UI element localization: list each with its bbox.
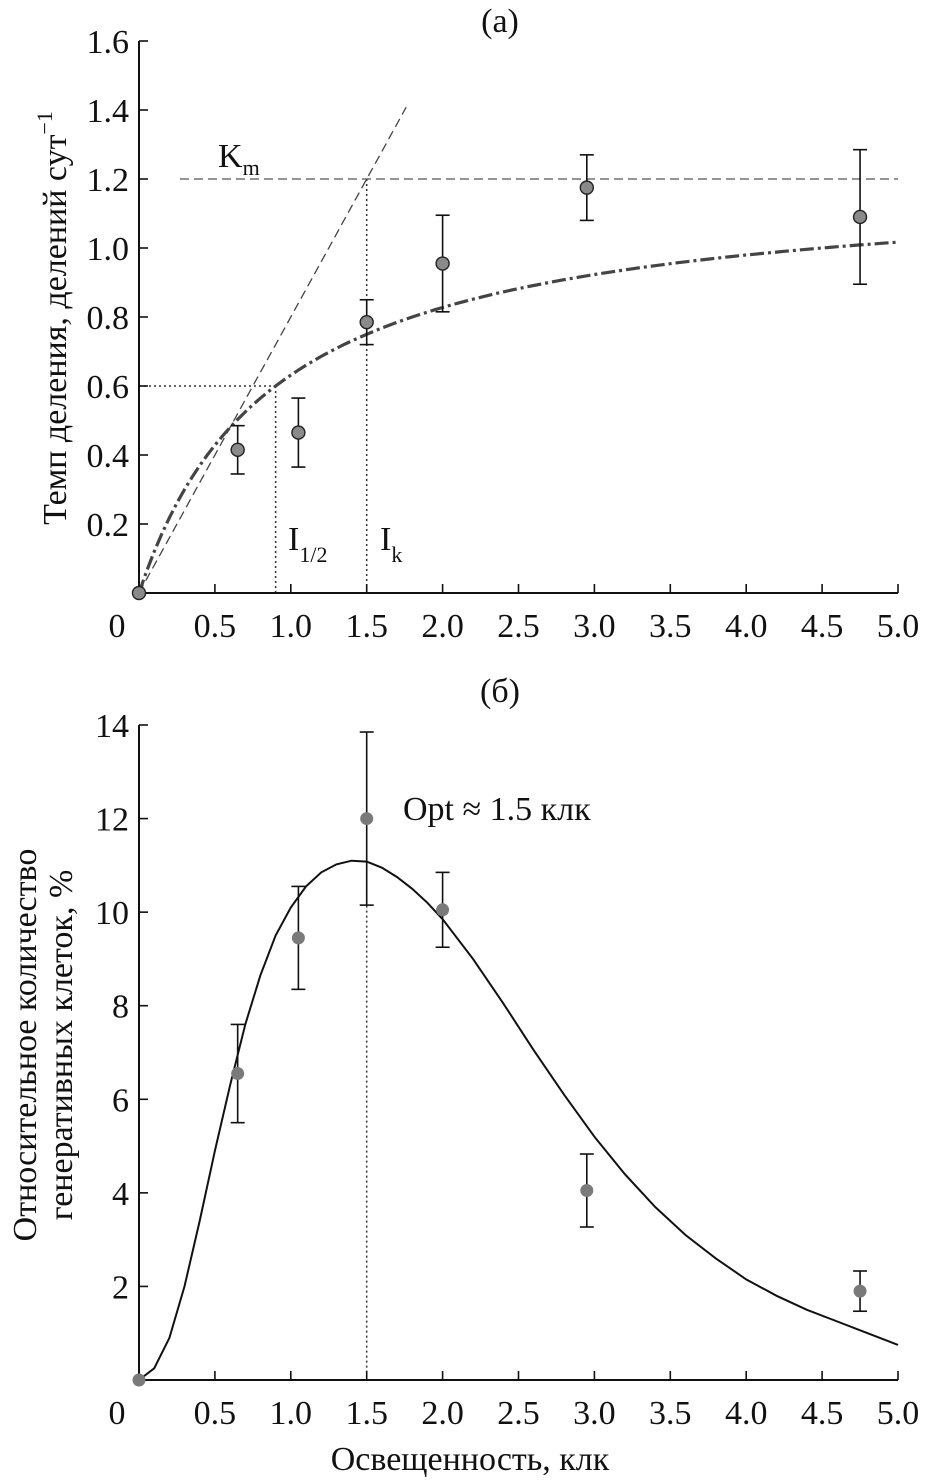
y-tick-label: 1.6: [87, 24, 130, 61]
x-tick-label: 4.0: [725, 1395, 768, 1432]
x-tick-label: 3.5: [649, 608, 692, 645]
data-point: [853, 1284, 867, 1298]
x-tick-label: 4.5: [801, 608, 844, 645]
y-tick-label: 8: [112, 989, 129, 1026]
x-tick-label: 2.5: [497, 1395, 540, 1432]
x-tick-label: 1.0: [270, 608, 313, 645]
x-tick-label: 0.5: [194, 608, 237, 645]
x-tick-label: 1.5: [345, 608, 388, 645]
panel-a-label: (а): [481, 3, 519, 40]
y-tick-label: 0.8: [87, 300, 130, 337]
panel-b-fit-curve: [138, 859, 899, 1381]
x-tick-label: 1.5: [345, 1395, 388, 1432]
i-half-label: I1/2: [288, 521, 327, 567]
data-point: [435, 256, 450, 271]
data-point: [579, 180, 595, 195]
panel-a-annotations: Km I1/2 Ik: [218, 138, 402, 567]
data-point: [436, 903, 450, 917]
y-tick-label: 0.4: [87, 438, 130, 475]
panel-b-y-axis-title-line2: генеративных клеток, %: [43, 870, 80, 1221]
data-point: [291, 425, 306, 440]
y-tick-label: 4: [112, 1176, 129, 1213]
panel-a-reference-lines: [138, 106, 898, 594]
y-tick-label: 0.2: [87, 507, 130, 544]
x-tick-label: 2.0: [421, 608, 464, 645]
y-tick-label: 1.2: [87, 162, 130, 199]
panel-a-fit-curve: [137, 240, 899, 594]
x-tick-label: 0: [109, 1395, 126, 1432]
panel-a-axes: [138, 41, 898, 594]
panel-a: (а) 0 0.5 1.0 1.5 2.0 2.5 3.0 3.5 4.0 4.5 5.0 0.20…: [32, 3, 919, 645]
y-tick-label: 0.6: [87, 369, 130, 406]
data-point: [132, 1373, 146, 1387]
y-tick-label: 1.0: [87, 231, 130, 268]
x-tick-label: 3.5: [649, 1395, 692, 1432]
x-tick-label: 4.0: [725, 608, 768, 645]
panel-a-x-ticks: 0 0.5 1.0 1.5 2.0 2.5 3.0 3.5 4.0 4.5 5.0: [109, 584, 920, 645]
panel-b-y-axis-title-line1: Относительное количество: [7, 849, 44, 1242]
x-tick-label: 2.0: [421, 1395, 464, 1432]
data-point: [291, 931, 305, 945]
y-tick-label: 10: [95, 895, 129, 932]
panel-a-points: [131, 148, 868, 601]
data-point: [230, 442, 245, 458]
panel-b-y-ticks: 2 4 6 8 10 12 14: [95, 708, 148, 1306]
data-point: [359, 314, 374, 330]
y-tick-label: 14: [95, 708, 129, 745]
x-tick-label: 0.5: [194, 1395, 237, 1432]
panel-b-points: [132, 731, 868, 1387]
y-tick-label: 2: [112, 1269, 129, 1306]
x-tick-label: 1.0: [270, 1395, 313, 1432]
panel-a-y-ticks: 0.2 0.4 0.6 0.8 1.0 1.2 1.4 1.6: [87, 24, 148, 544]
data-point: [852, 209, 868, 225]
x-tick-label: 5.0: [877, 1395, 920, 1432]
x-tick-label: 3.0: [573, 608, 616, 645]
y-tick-label: 1.4: [87, 93, 130, 130]
y-tick-label: 6: [112, 1082, 129, 1119]
panel-b: (б) 0 0.5 1.0 1.5 2.0 2.5 3.0 3.5 4.0 4.5 5.0 2 4 6 8…: [7, 673, 919, 1478]
data-point: [580, 1184, 594, 1198]
data-point: [360, 812, 374, 826]
x-tick-label: 5.0: [877, 608, 920, 645]
fit-curve: [138, 859, 899, 1381]
panel-a-y-axis-title: Темп деления, делений сут−1: [32, 111, 74, 525]
panel-b-label: (б): [480, 673, 520, 710]
saturation-fit-curve: [137, 240, 899, 594]
x-tick-label: 2.5: [497, 608, 540, 645]
panel-b-x-ticks: 0 0.5 1.0 1.5 2.0 2.5 3.0 3.5 4.0 4.5 5.0: [109, 1371, 920, 1432]
x-tick-label: 0: [109, 608, 126, 645]
y-tick-label: 12: [95, 802, 129, 839]
data-point: [131, 585, 147, 601]
data-point: [231, 1067, 245, 1081]
km-label: Km: [218, 138, 260, 180]
initial-slope-line: [138, 106, 407, 594]
panel-b-x-axis-title: Освещенность, клк: [331, 1441, 610, 1478]
i-k-label: Ik: [380, 521, 402, 567]
opt-label: Opt ≈ 1.5 клк: [403, 791, 591, 828]
x-tick-label: 3.0: [573, 1395, 616, 1432]
x-tick-label: 4.5: [801, 1395, 844, 1432]
